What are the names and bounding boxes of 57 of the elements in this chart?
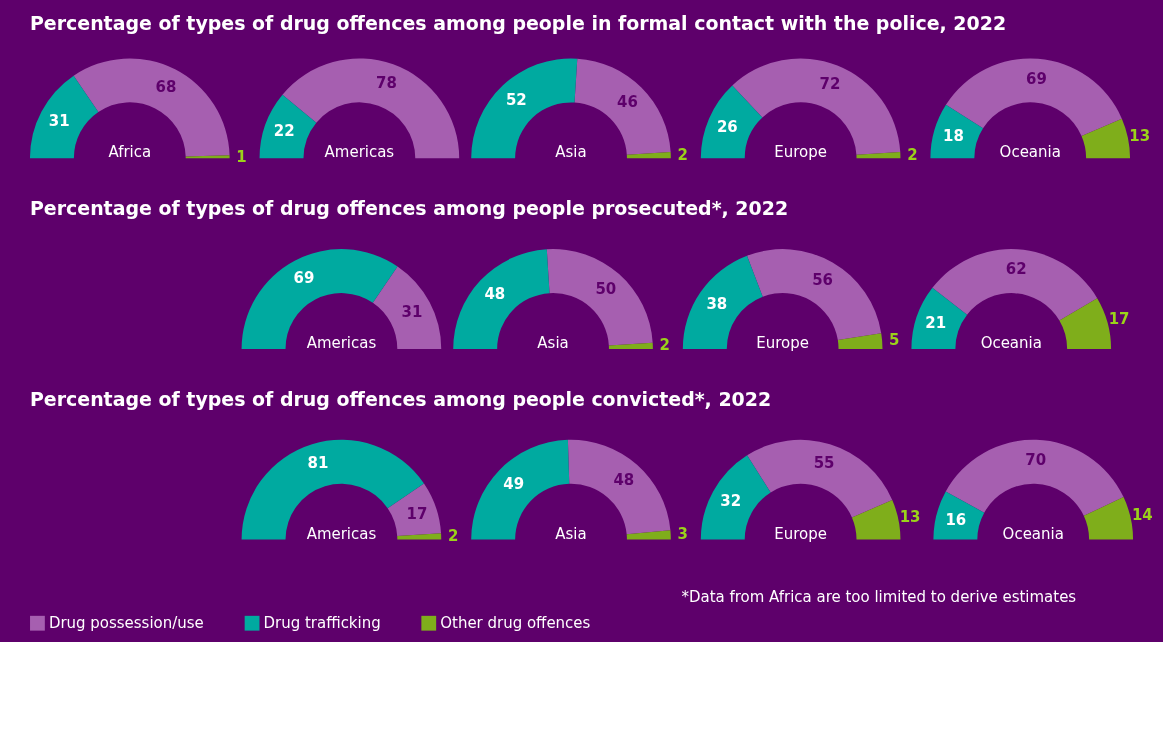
data-label: 13 [899,507,921,526]
data-label: 81 [307,454,329,473]
data-label: 18 [943,126,964,145]
data-label: 16 [945,510,967,529]
data-label: 13 [1129,126,1151,145]
data-label: 21 [925,314,947,333]
data-label: 70 [1025,450,1047,469]
data-label: 1 [236,147,247,166]
text: Oceania [980,333,1042,352]
data-label: 48 [613,470,635,489]
data-label: 69 [1026,69,1047,88]
data-label: 14 [1131,506,1153,525]
text: Asia [555,524,587,543]
chart-title: Percentage of types of drug offences among people prosecuted*, 2022 [29,197,789,220]
data-label: 38 [706,294,728,313]
data-label: 50 [595,280,617,299]
data-label: 2 [907,145,918,164]
text: Americas [306,333,377,352]
text: Oceania [999,143,1061,162]
text: Africa [108,143,152,162]
data-label: 55 [813,454,835,473]
data-label: 52 [505,91,527,110]
data-label: 3 [677,525,688,544]
data-label: 17 [1108,310,1130,329]
data-label: 2 [677,145,688,164]
chart-title: Percentage of types of drug offences among people in formal contact with the police, 2022 [29,12,1007,35]
data-label: 31 [48,111,70,130]
data-label: 78 [376,74,397,93]
text: Americas [306,524,377,543]
data-label: 68 [155,78,177,97]
data-label: 31 [401,302,423,321]
text: *Data from Africa are too limited to derive estimates [681,587,1077,606]
data-label: 56 [812,270,834,289]
data-label: 62 [1005,260,1027,279]
legend-label: Drug possession/use [48,614,204,633]
text: Americas [324,143,395,162]
data-label: 49 [503,475,525,494]
data-label: 46 [617,92,638,111]
data-label: 2 [447,527,459,546]
text: Oceania [1002,524,1064,543]
text: Europe [774,524,827,543]
data-label: 17 [406,504,428,523]
data-label: 22 [273,122,295,141]
data-label: 5 [888,331,900,350]
text: Europe [756,333,809,352]
text: Europe [774,143,827,162]
data-label: 26 [716,117,738,136]
data-label: 2 [659,336,671,355]
data-label: 69 [293,269,315,288]
text: Asia [537,333,569,352]
data-label: 48 [484,285,506,304]
legend-label: Drug trafficking [263,614,381,633]
data-label: 32 [720,492,742,511]
legend-label: Other drug offences [440,614,591,633]
chart-title: Percentage of types of drug offences among people convicted*, 2022 [29,387,772,410]
text: Asia [555,143,587,162]
data-label: 72 [819,75,841,94]
